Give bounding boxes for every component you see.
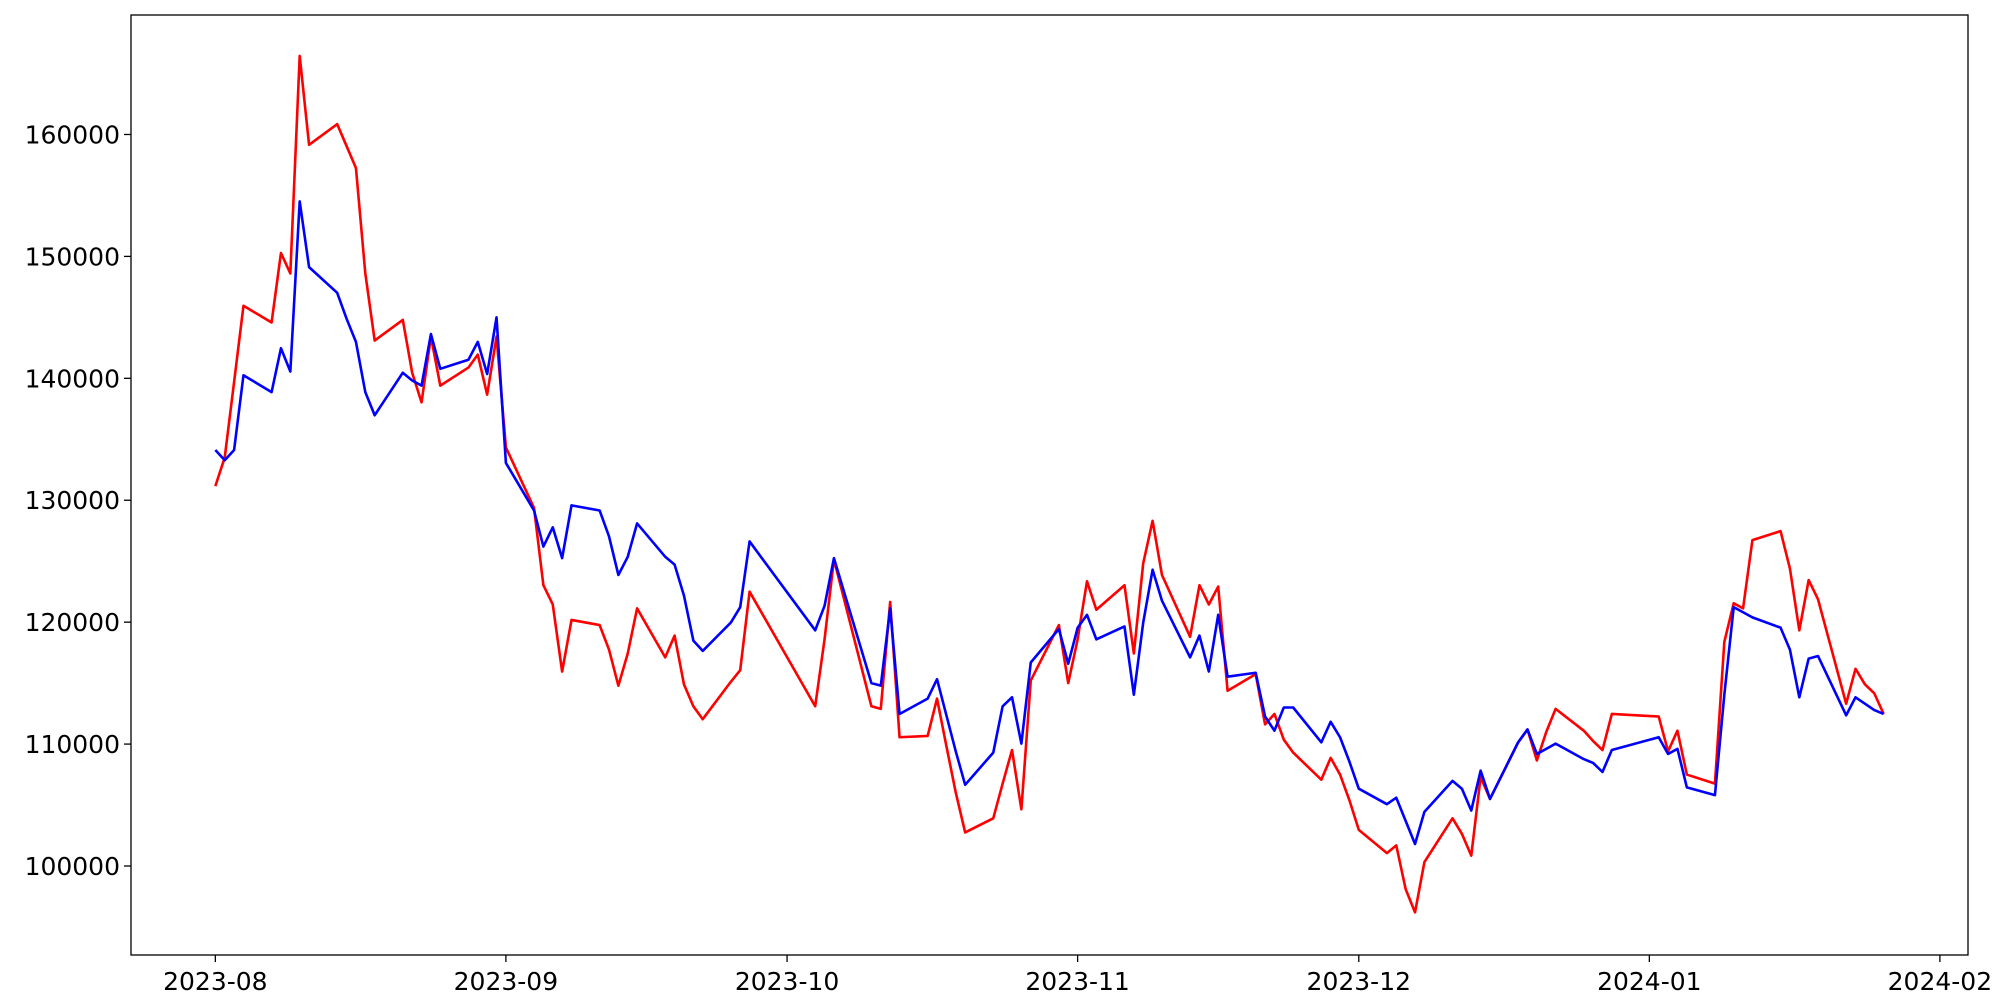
x-tick-label: 2024-01	[1597, 967, 1701, 996]
y-tick-label: 150000	[25, 242, 120, 271]
x-tick-label: 2023-08	[163, 967, 267, 996]
x-tick-label: 2023-11	[1025, 967, 1129, 996]
y-tick-label: 140000	[25, 364, 120, 393]
series-line	[214, 54, 1885, 914]
y-tick-label: 110000	[25, 730, 120, 759]
series-line	[214, 200, 1885, 846]
x-tick-label: 2023-09	[454, 967, 558, 996]
x-tick-label: 2023-10	[735, 967, 839, 996]
plot-frame	[130, 14, 1969, 956]
y-tick-label: 160000	[25, 120, 120, 149]
y-tick-label: 120000	[25, 608, 120, 637]
y-tick-label: 100000	[25, 852, 120, 881]
y-tick-label: 130000	[25, 486, 120, 515]
x-tick-label: 2023-12	[1307, 967, 1411, 996]
x-tick-label: 2024-02	[1888, 967, 1992, 996]
